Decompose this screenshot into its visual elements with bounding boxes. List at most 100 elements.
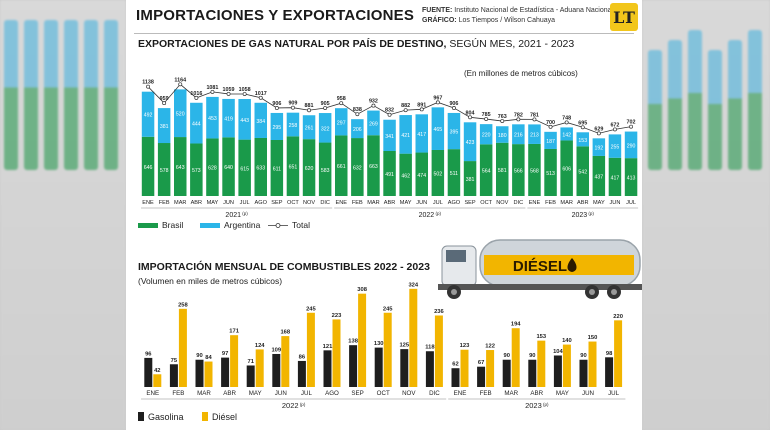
label-gasolina: 109 bbox=[271, 347, 281, 353]
legend-swatch-brasil bbox=[138, 223, 158, 228]
label-gasolina: 62 bbox=[452, 362, 458, 368]
background-ghost-bar bbox=[668, 40, 682, 170]
label-gasolina: 121 bbox=[323, 344, 333, 350]
bar-brasil bbox=[367, 135, 380, 196]
tick-label: JUL bbox=[626, 200, 636, 206]
label-total: 1017 bbox=[255, 91, 267, 97]
label-brasil: 643 bbox=[176, 165, 185, 171]
tick-label: ENE bbox=[454, 390, 467, 397]
label-gasolina: 86 bbox=[299, 354, 306, 360]
label-argentina: 142 bbox=[562, 132, 571, 138]
tick-label: ABR bbox=[384, 200, 396, 206]
label-gasolina: 98 bbox=[606, 351, 613, 357]
bar-diesel bbox=[383, 312, 392, 387]
bar-argentina bbox=[496, 126, 509, 143]
bar-argentina bbox=[528, 124, 541, 144]
total-point bbox=[500, 119, 505, 124]
total-point bbox=[258, 95, 263, 100]
header-bar: IMPORTACIONES Y EXPORTACIONES FUENTE: In… bbox=[126, 0, 642, 34]
bar-gasolina bbox=[246, 365, 255, 387]
bar-argentina bbox=[270, 112, 284, 140]
label-total: 1058 bbox=[239, 87, 251, 93]
label-total: 967 bbox=[433, 95, 442, 101]
logo-text: LT bbox=[613, 7, 635, 27]
tick-label: MAR bbox=[174, 200, 186, 206]
bar-argentina bbox=[286, 112, 300, 137]
label-total: 881 bbox=[305, 103, 314, 109]
label-gasolina: 118 bbox=[425, 345, 435, 351]
label-argentina: 220 bbox=[482, 133, 491, 139]
bar-argentina bbox=[447, 112, 461, 150]
label-diesel: 168 bbox=[280, 330, 290, 336]
bar-gasolina bbox=[528, 359, 537, 387]
year-label-note: (p) bbox=[434, 211, 441, 216]
tick-label: AGO bbox=[448, 200, 461, 206]
tick-label: SEP bbox=[271, 200, 282, 206]
bar-gasolina bbox=[400, 349, 409, 387]
tick-label: DIC bbox=[320, 200, 330, 206]
bar-argentina bbox=[592, 138, 606, 156]
label-gasolina: 138 bbox=[348, 339, 358, 345]
label-argentina: 322 bbox=[321, 126, 330, 132]
total-point bbox=[210, 89, 215, 94]
label-gasolina: 96 bbox=[145, 351, 152, 357]
label-gasolina: 90 bbox=[503, 353, 509, 359]
bar-diesel bbox=[178, 308, 187, 387]
bar-argentina bbox=[238, 99, 251, 140]
bar-brasil bbox=[318, 142, 332, 196]
bar-brasil bbox=[447, 149, 461, 196]
bar-gasolina bbox=[272, 353, 281, 387]
total-point bbox=[548, 124, 553, 129]
total-point bbox=[194, 95, 199, 100]
bar-brasil bbox=[528, 143, 541, 196]
total-point bbox=[468, 115, 472, 120]
background-ghost-bar bbox=[104, 20, 118, 170]
chart1-title: EXPORTACIONES DE GAS NATURAL POR PAÍS DE… bbox=[138, 37, 574, 50]
bar-diesel bbox=[332, 319, 341, 387]
label-argentina: 269 bbox=[369, 121, 378, 127]
bar-diesel bbox=[486, 350, 495, 387]
label-argentina: 216 bbox=[514, 133, 523, 139]
bar-argentina bbox=[383, 119, 396, 151]
chart1-unit-note: (En millones de metros cúbicos) bbox=[464, 69, 578, 78]
tick-label: FEB bbox=[159, 200, 170, 206]
bar-gasolina bbox=[221, 357, 230, 387]
tick-label: MAR bbox=[197, 390, 211, 397]
bar-brasil bbox=[431, 149, 445, 196]
tick-label: FEB bbox=[545, 200, 556, 206]
total-point bbox=[403, 108, 408, 113]
legend-swatch-gasolina bbox=[138, 412, 144, 421]
label-argentina: 261 bbox=[305, 126, 314, 132]
bar-argentina bbox=[544, 131, 557, 149]
label-argentina: 421 bbox=[401, 133, 410, 139]
bar-gasolina bbox=[579, 359, 588, 387]
tick-label: MAY bbox=[249, 390, 262, 397]
year-label: 2022 (p) bbox=[419, 211, 442, 219]
label-argentina: 444 bbox=[192, 122, 201, 128]
label-brasil: 491 bbox=[385, 172, 394, 178]
label-total: 629 bbox=[594, 126, 603, 132]
bar-brasil bbox=[174, 137, 187, 196]
label-argentina: 206 bbox=[353, 127, 362, 133]
label-diesel: 324 bbox=[408, 282, 418, 288]
label-gasolina: 125 bbox=[399, 343, 409, 349]
label-total: 700 bbox=[546, 120, 555, 126]
bar-argentina bbox=[318, 113, 332, 143]
tick-label: SEP bbox=[351, 390, 363, 397]
bar-argentina bbox=[431, 107, 445, 150]
total-point bbox=[178, 82, 183, 87]
label-diesel: 258 bbox=[178, 302, 188, 308]
total-point bbox=[162, 101, 167, 106]
label-total: 906 bbox=[449, 101, 458, 107]
bar-brasil bbox=[496, 142, 509, 196]
bar-brasil bbox=[335, 135, 348, 196]
tick-label: OCT bbox=[377, 390, 390, 397]
bar-diesel bbox=[281, 336, 290, 387]
label-argentina: 520 bbox=[176, 112, 185, 118]
background-ghost-bar bbox=[4, 20, 18, 170]
total-point bbox=[435, 100, 440, 105]
background-blur-left bbox=[0, 0, 126, 430]
graphic-label: GRÁFICO: bbox=[422, 17, 457, 24]
label-total: 1138 bbox=[142, 80, 154, 86]
label-gasolina: 104 bbox=[553, 349, 563, 355]
